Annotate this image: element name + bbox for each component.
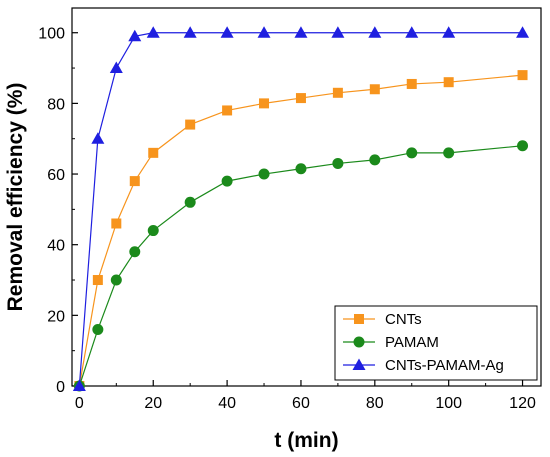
cnts-point [259,98,270,109]
plot-frame [71,7,542,387]
cnts-point [111,218,122,229]
pamam-point [332,157,344,169]
legend-label-pamam: PAMAM [385,334,439,351]
cnts-pamam-ag-point [91,132,105,144]
x-tick-label: 120 [509,395,536,412]
pamam-point [147,225,159,237]
x-tick-label: 40 [218,395,236,412]
cnts-pamam-ag-point [516,26,530,38]
pamam-point [443,147,455,159]
x-tick-label: 60 [292,395,310,412]
cnts-pamam-ag-point [257,26,271,38]
cnts-pamam-ag-point [72,379,86,391]
cnts-pamam-ag-point [220,26,234,38]
x-tick-label: 0 [75,395,84,412]
pamam-point [129,246,141,258]
axis-ticks: 0 20 40 60 80 100 120 0 20 40 60 80 100 [38,26,536,412]
cnts-pamam-ag-point [405,26,419,38]
cnts-point [295,93,306,104]
pamam-point [517,140,529,152]
cnts-point [185,119,196,130]
cnts-pamam-ag-point [331,26,345,38]
cnts-pamam-ag-point [146,26,160,38]
y-tick-label: 100 [38,26,65,43]
legend-swatch-marker [352,358,366,370]
y-tick-label: 80 [47,96,65,113]
cnts-point [148,147,159,158]
pamam-point [92,323,104,335]
x-tick-label: 80 [366,395,384,412]
cnts-pamam-ag-line [78,32,523,387]
cnts-pamam-ag-point [368,26,382,38]
pamam-point [221,175,233,187]
data-series [72,26,530,392]
y-tick-label: 0 [56,379,65,396]
legend-label-cnts-pamam-ag: CNTs-PAMAM-Ag [385,357,504,374]
pamam-point [184,196,196,208]
cnts-point [406,78,417,89]
x-tick-label: 20 [144,395,162,412]
pamam-point [406,147,418,159]
cnts-pamam-ag-point [109,61,123,74]
cnts-point [222,105,233,116]
cnts-pamam-ag-point [183,26,197,38]
pamam-point [369,154,381,166]
cnts-point [129,176,140,187]
cnts-point [369,84,380,95]
cnts-pamam-ag-point [442,26,456,38]
y-tick-label: 40 [47,238,65,255]
legend-label-cnts: CNTs [385,311,422,328]
legend-box [334,305,538,381]
cnts-point [443,77,454,88]
cnts-line [78,74,523,387]
pamam-point [110,274,122,286]
cnts-pamam-ag-point [294,26,308,38]
pamam-point [258,168,270,180]
x-axis-title: t (min) [274,429,338,452]
cnts-point [92,275,103,286]
cnts-pamam-ag-series [72,26,530,391]
y-axis-title: Removal efficiency (%) [4,83,27,312]
legend-swatch-marker [354,314,364,324]
cnts-point [517,70,528,81]
y-tick-label: 60 [47,167,65,184]
legend: CNTs PAMAM CNTs-PAMAM-Ag [334,305,538,381]
pamam-line [78,145,523,387]
pamam-series [73,140,529,392]
y-tick-label: 20 [47,308,65,325]
pamam-point [295,163,307,175]
cnts-pamam-ag-point [128,29,142,42]
cnts-series [74,70,528,391]
legend-swatch-marker [353,336,365,348]
cnts-point [332,87,343,98]
x-tick-label: 100 [435,395,462,412]
